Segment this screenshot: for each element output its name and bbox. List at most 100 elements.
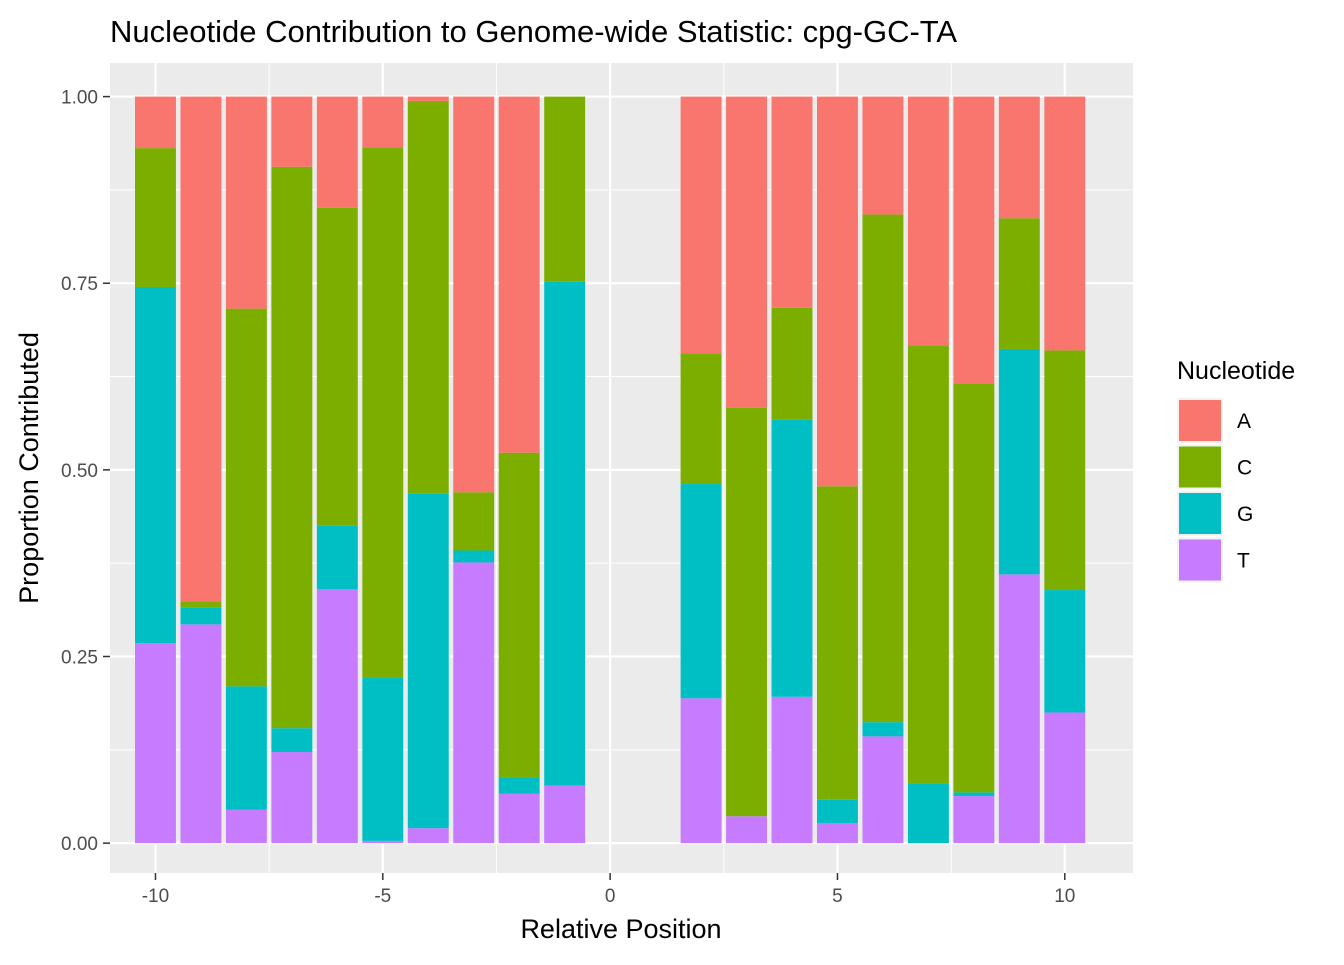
bar-segment-C--10 xyxy=(135,148,176,287)
bar-segment-T--1 xyxy=(544,785,586,844)
bar-segment-C--9 xyxy=(180,602,222,608)
bar-segment-C--3 xyxy=(453,492,495,551)
x-axis-title: Relative Position xyxy=(520,914,721,944)
y-tick-label: 0.25 xyxy=(61,648,98,669)
bar-segment-A--4 xyxy=(407,96,449,102)
legend-swatch-G xyxy=(1179,493,1221,534)
legend-swatch-A xyxy=(1179,400,1221,441)
bar-segment-A-10 xyxy=(1044,96,1086,351)
bar-segment-A--7 xyxy=(271,96,313,167)
bar-segment-A-4 xyxy=(771,96,813,308)
bar-segment-T--9 xyxy=(180,624,222,844)
bar-segment-A--5 xyxy=(362,96,404,148)
bar-segment-T--3 xyxy=(453,562,495,844)
bar-segment-T-2 xyxy=(680,698,722,844)
bar-segment-G-7 xyxy=(907,783,949,844)
bar-segment-G--10 xyxy=(135,286,176,644)
bar-segment-G--5 xyxy=(362,677,404,841)
bars xyxy=(135,96,1086,844)
bar-segment-C--1 xyxy=(544,96,586,282)
bar-segment-A-9 xyxy=(998,96,1040,219)
bar-segment-C--6 xyxy=(316,207,358,526)
bar-segment-G--7 xyxy=(271,728,313,753)
bar-segment-C-9 xyxy=(998,218,1040,349)
bar-segment-T-5 xyxy=(817,822,858,844)
bar-segment-G--4 xyxy=(407,493,449,829)
bar-segment-T--6 xyxy=(316,589,358,844)
bar-segment-C-2 xyxy=(680,353,722,485)
bar-segment-A-8 xyxy=(953,96,995,385)
bar-segment-A--2 xyxy=(498,96,540,453)
bar-segment-C--8 xyxy=(225,308,267,687)
bar-segment-C--4 xyxy=(407,101,449,494)
bar-segment-G-10 xyxy=(1044,590,1086,713)
bar-segment-G-6 xyxy=(862,722,904,737)
bar-segment-T-8 xyxy=(953,796,995,844)
bar-segment-A--10 xyxy=(135,96,176,149)
bar-segment-T--8 xyxy=(225,809,267,844)
bar-segment-C-8 xyxy=(953,384,995,793)
bar-segment-G--2 xyxy=(498,777,540,794)
chart-title: Nucleotide Contribution to Genome-wide S… xyxy=(110,14,957,49)
bar-segment-T-3 xyxy=(726,816,767,844)
y-tick-label: 1.00 xyxy=(61,88,98,109)
legend-title: Nucleotide xyxy=(1177,357,1295,385)
legend-label-C: C xyxy=(1237,457,1252,480)
bar-segment-C-5 xyxy=(817,486,858,800)
bar-segment-C-3 xyxy=(726,407,767,817)
bar-segment-G-9 xyxy=(998,348,1040,575)
bar-segment-G-2 xyxy=(680,484,722,699)
legend: Nucleotide A CG T xyxy=(1177,357,1295,583)
legend-swatch-C xyxy=(1179,446,1221,488)
bar-segment-A--3 xyxy=(453,96,495,493)
legend-swatch-T xyxy=(1179,539,1221,581)
legend-label-A: A xyxy=(1237,410,1251,433)
bar-segment-G-8 xyxy=(953,792,995,797)
bar-segment-T--2 xyxy=(498,793,540,844)
bar-segment-C--2 xyxy=(498,452,540,778)
bar-segment-C-6 xyxy=(862,214,904,723)
bar-segment-A-3 xyxy=(726,96,767,408)
bar-segment-A-7 xyxy=(907,96,949,346)
legend-label-T: T xyxy=(1237,550,1250,573)
bar-segment-T--7 xyxy=(271,752,313,844)
bar-segment-C--7 xyxy=(271,166,313,729)
bar-segment-T-9 xyxy=(998,574,1040,844)
y-tick-label: 0.00 xyxy=(61,834,98,855)
bar-segment-G-5 xyxy=(817,799,858,823)
bar-segment-T-10 xyxy=(1044,712,1086,844)
bar-segment-A--9 xyxy=(180,96,222,603)
bar-segment-G--9 xyxy=(180,607,222,625)
y-tick-label: 0.50 xyxy=(61,461,98,482)
bar-segment-C-4 xyxy=(771,307,813,420)
y-tick-label: 0.75 xyxy=(61,274,98,295)
bar-segment-T-4 xyxy=(771,696,813,844)
bar-segment-A-5 xyxy=(817,96,858,487)
bar-segment-T--4 xyxy=(407,828,449,844)
legend-label-G: G xyxy=(1237,503,1253,526)
bar-segment-C--5 xyxy=(362,147,404,678)
bar-segment-G--3 xyxy=(453,550,495,563)
bar-segment-T--10 xyxy=(135,643,176,844)
x-tick-label: -10 xyxy=(142,886,169,907)
x-tick-label: -5 xyxy=(374,886,391,907)
bar-segment-G--1 xyxy=(544,281,586,786)
bar-segment-C-10 xyxy=(1044,350,1086,591)
bar-segment-T--5 xyxy=(362,840,404,844)
bar-segment-G--6 xyxy=(316,525,358,590)
bar-segment-G--8 xyxy=(225,686,267,810)
x-axis: -10 -5 0 5 10 xyxy=(142,873,1075,907)
x-tick-label: 0 xyxy=(605,886,616,907)
bar-segment-A--6 xyxy=(316,96,358,208)
bar-segment-A-6 xyxy=(862,96,904,215)
x-tick-label: 10 xyxy=(1054,886,1075,907)
bar-segment-A-2 xyxy=(680,96,722,354)
bar-segment-C-7 xyxy=(907,345,949,784)
y-axis-title: Proportion Contributed xyxy=(14,332,44,604)
bar-segment-T-6 xyxy=(862,736,904,844)
y-axis: 0.00 0.25 0.50 0.75 1.00 xyxy=(61,88,110,855)
bar-segment-G-4 xyxy=(771,419,813,697)
x-tick-label: 5 xyxy=(832,886,843,907)
